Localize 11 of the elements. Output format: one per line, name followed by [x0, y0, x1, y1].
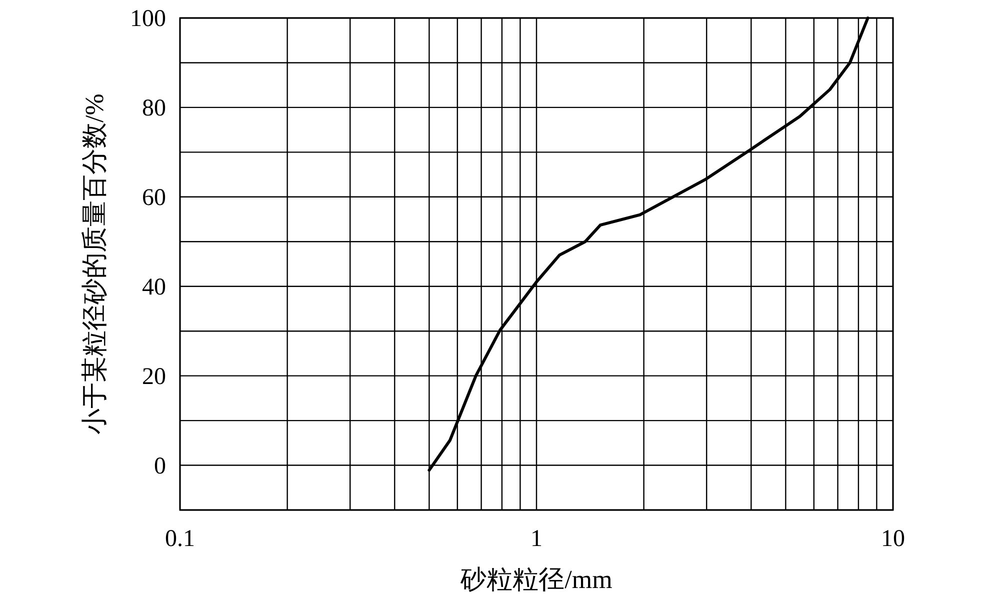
y-tick-label: 80	[142, 95, 166, 122]
y-tick-label: 0	[154, 453, 166, 480]
y-tick-label: 100	[130, 6, 166, 32]
y-tick-label: 40	[142, 274, 166, 300]
y-axis-title: 小于某粒径砂的质量百分数/%	[80, 94, 109, 434]
x-tick-label: 10	[881, 526, 905, 552]
y-tick-label: 20	[142, 364, 166, 390]
y-tick-label: 60	[142, 184, 166, 211]
x-tick-label: 0.1	[165, 526, 195, 552]
x-axis-title: 砂粒粒径/mm	[460, 565, 612, 594]
x-tick-label: 1	[530, 526, 542, 552]
